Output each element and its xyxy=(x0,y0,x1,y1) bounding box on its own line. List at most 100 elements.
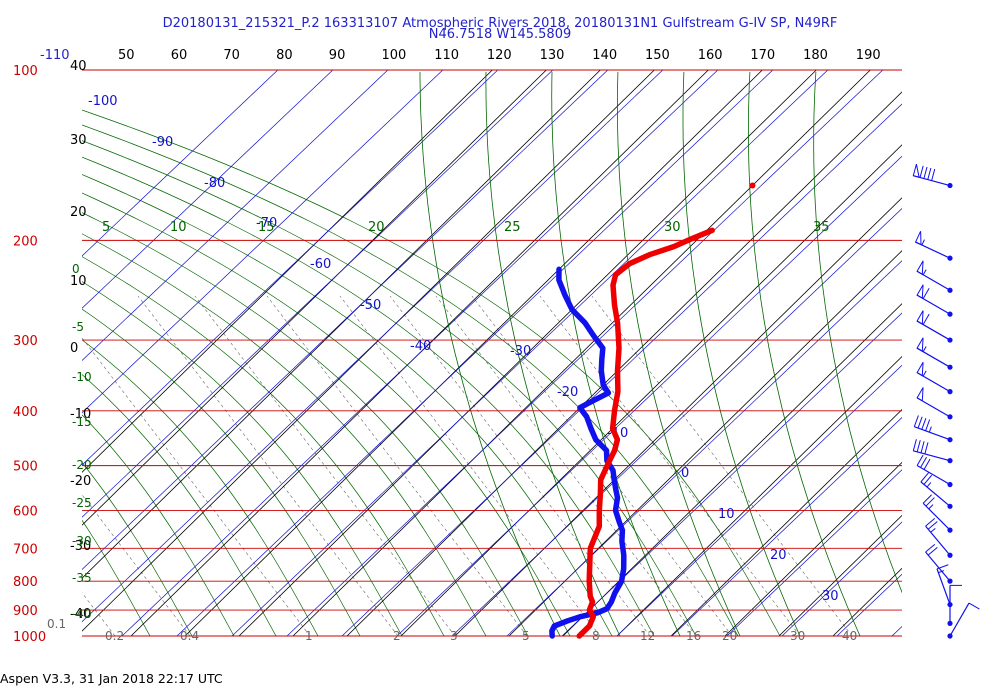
wind-barb-flag xyxy=(916,440,921,452)
theta-e-curve xyxy=(419,72,561,636)
theta-e-label: 15 xyxy=(258,220,275,235)
wind-barb-staff xyxy=(913,450,951,462)
wind-barb-pennant xyxy=(912,163,920,178)
mixing-ratio-label: 0.2 xyxy=(105,629,124,643)
wind-barb-pennant xyxy=(916,260,924,276)
isotherm-line xyxy=(454,197,902,636)
dry-adiabat-line xyxy=(671,417,902,636)
moist-adiabat-line xyxy=(82,256,445,636)
isotherm-line xyxy=(292,70,871,636)
moist-adiabat-line xyxy=(82,414,235,636)
wind-barb xyxy=(922,494,953,533)
dry-adiabat-line xyxy=(781,521,902,636)
theta-top-tick-label: -110 xyxy=(40,48,70,63)
isobars xyxy=(82,69,902,637)
wind-barb-flag xyxy=(927,521,938,530)
wind-barb-flag xyxy=(925,518,936,527)
isotherm-line xyxy=(82,70,601,579)
isotherm-line xyxy=(82,70,493,473)
theta-e-label: 35 xyxy=(813,220,830,235)
wind-barb-flag xyxy=(925,419,931,431)
mixing-ratio-line xyxy=(471,295,733,636)
axis-labels: 1002003004005006007008009001000403020100… xyxy=(13,48,881,645)
wind-barb-pennant xyxy=(916,361,924,377)
theta-top-tick-label: 80 xyxy=(276,48,293,63)
moist-adiabat-line xyxy=(82,109,781,636)
moist-adiabat-line xyxy=(82,339,319,636)
moist-adiabat-line xyxy=(82,174,613,636)
mixing-ratio-label: 0.1 xyxy=(47,617,66,631)
celsius-tick-label: -40 xyxy=(70,607,91,622)
wind-barb xyxy=(912,439,953,464)
wind-barb-flag xyxy=(920,441,925,454)
wind-barb-flag xyxy=(921,418,927,430)
dry-adiabat-label: -100 xyxy=(88,94,118,109)
dry-adiabat-line xyxy=(561,312,902,636)
wind-barb xyxy=(947,602,980,639)
wind-barb xyxy=(916,454,953,488)
wind-barb xyxy=(916,310,953,343)
wind-barb-half-flag xyxy=(928,504,934,510)
moist-adiabat-label: -5 xyxy=(72,320,84,334)
wind-barb-flag xyxy=(917,416,923,429)
wind-barb-staff xyxy=(916,465,951,486)
mixing-ratio-label: 16 xyxy=(686,629,701,643)
dry-adiabat-line xyxy=(451,208,902,636)
mixing-ratio-line xyxy=(194,295,456,636)
dry-adiabats xyxy=(82,70,902,636)
moist-adiabat-label: 0 xyxy=(72,262,80,276)
moist-adiabat-line xyxy=(82,192,571,636)
pressure-tick-label: 900 xyxy=(13,604,38,619)
dry-adiabat-label: -90 xyxy=(152,135,173,150)
wind-barb-flag xyxy=(936,564,949,570)
theta-e-label: 5 xyxy=(102,220,110,235)
theta-top-tick-label: 120 xyxy=(487,48,512,63)
isotherm-line xyxy=(346,91,902,636)
celsius-tick-label: 30 xyxy=(70,133,87,148)
pressure-tick-label: 200 xyxy=(13,234,38,249)
dewpoint-trace xyxy=(549,266,627,639)
wind-barb xyxy=(916,284,953,317)
theta-e-curves xyxy=(419,71,902,636)
footer-version-time: Aspen V3.3, 31 Jan 2018 22:17 UTC xyxy=(0,671,223,686)
wind-barb-staff xyxy=(949,602,970,637)
celsius-tick-label: 40 xyxy=(70,59,87,74)
dry-adiabat-line xyxy=(286,70,884,636)
wind-barb-half-flag xyxy=(921,239,925,246)
celsius-tick-label: 0 xyxy=(70,341,78,356)
temperature-line xyxy=(576,227,715,639)
dry-adiabat-line xyxy=(82,70,664,623)
mixing-ratio-label: 20 xyxy=(722,629,737,643)
theta-e-curve xyxy=(551,71,681,636)
moist-adiabat-label: -30 xyxy=(72,534,92,548)
wind-barb xyxy=(947,584,962,626)
dry-adiabat-line xyxy=(836,573,902,636)
wind-barb-half-flag xyxy=(930,528,936,533)
isotherm-line xyxy=(670,408,902,636)
chart-title: D20180131_215321_P.2 163313107 Atmospher… xyxy=(162,16,838,31)
dry-adiabat-label: -20 xyxy=(557,385,578,400)
moist-adiabat-line xyxy=(82,124,739,636)
dry-adiabat-label: -30 xyxy=(510,344,531,359)
moist-adiabat-line xyxy=(82,281,403,636)
wind-barb-pennant xyxy=(916,284,924,299)
moist-adiabat-label: -15 xyxy=(72,415,92,429)
chart-subtitle-location: N46.7518 W145.5809 xyxy=(428,27,572,42)
moist-adiabat-line xyxy=(82,308,361,636)
wind-barb-flag xyxy=(922,494,932,504)
dry-adiabat-line xyxy=(121,70,719,636)
wind-barb-flag xyxy=(922,288,930,299)
moist-adiabat-label: -20 xyxy=(72,458,92,472)
wind-barb xyxy=(916,260,953,293)
wind-barb xyxy=(920,472,953,509)
isotherm-line xyxy=(562,303,902,636)
mixing-ratio-label: 5 xyxy=(522,629,530,643)
isotherms xyxy=(82,70,902,636)
theta-e-label: 25 xyxy=(504,220,521,235)
theta-top-tick-label: 160 xyxy=(698,48,723,63)
wind-barb-half-flag xyxy=(928,426,932,433)
celsius-tick-label: -20 xyxy=(70,474,91,489)
wind-barb-station xyxy=(947,620,953,626)
wind-barb-staff xyxy=(922,502,951,531)
